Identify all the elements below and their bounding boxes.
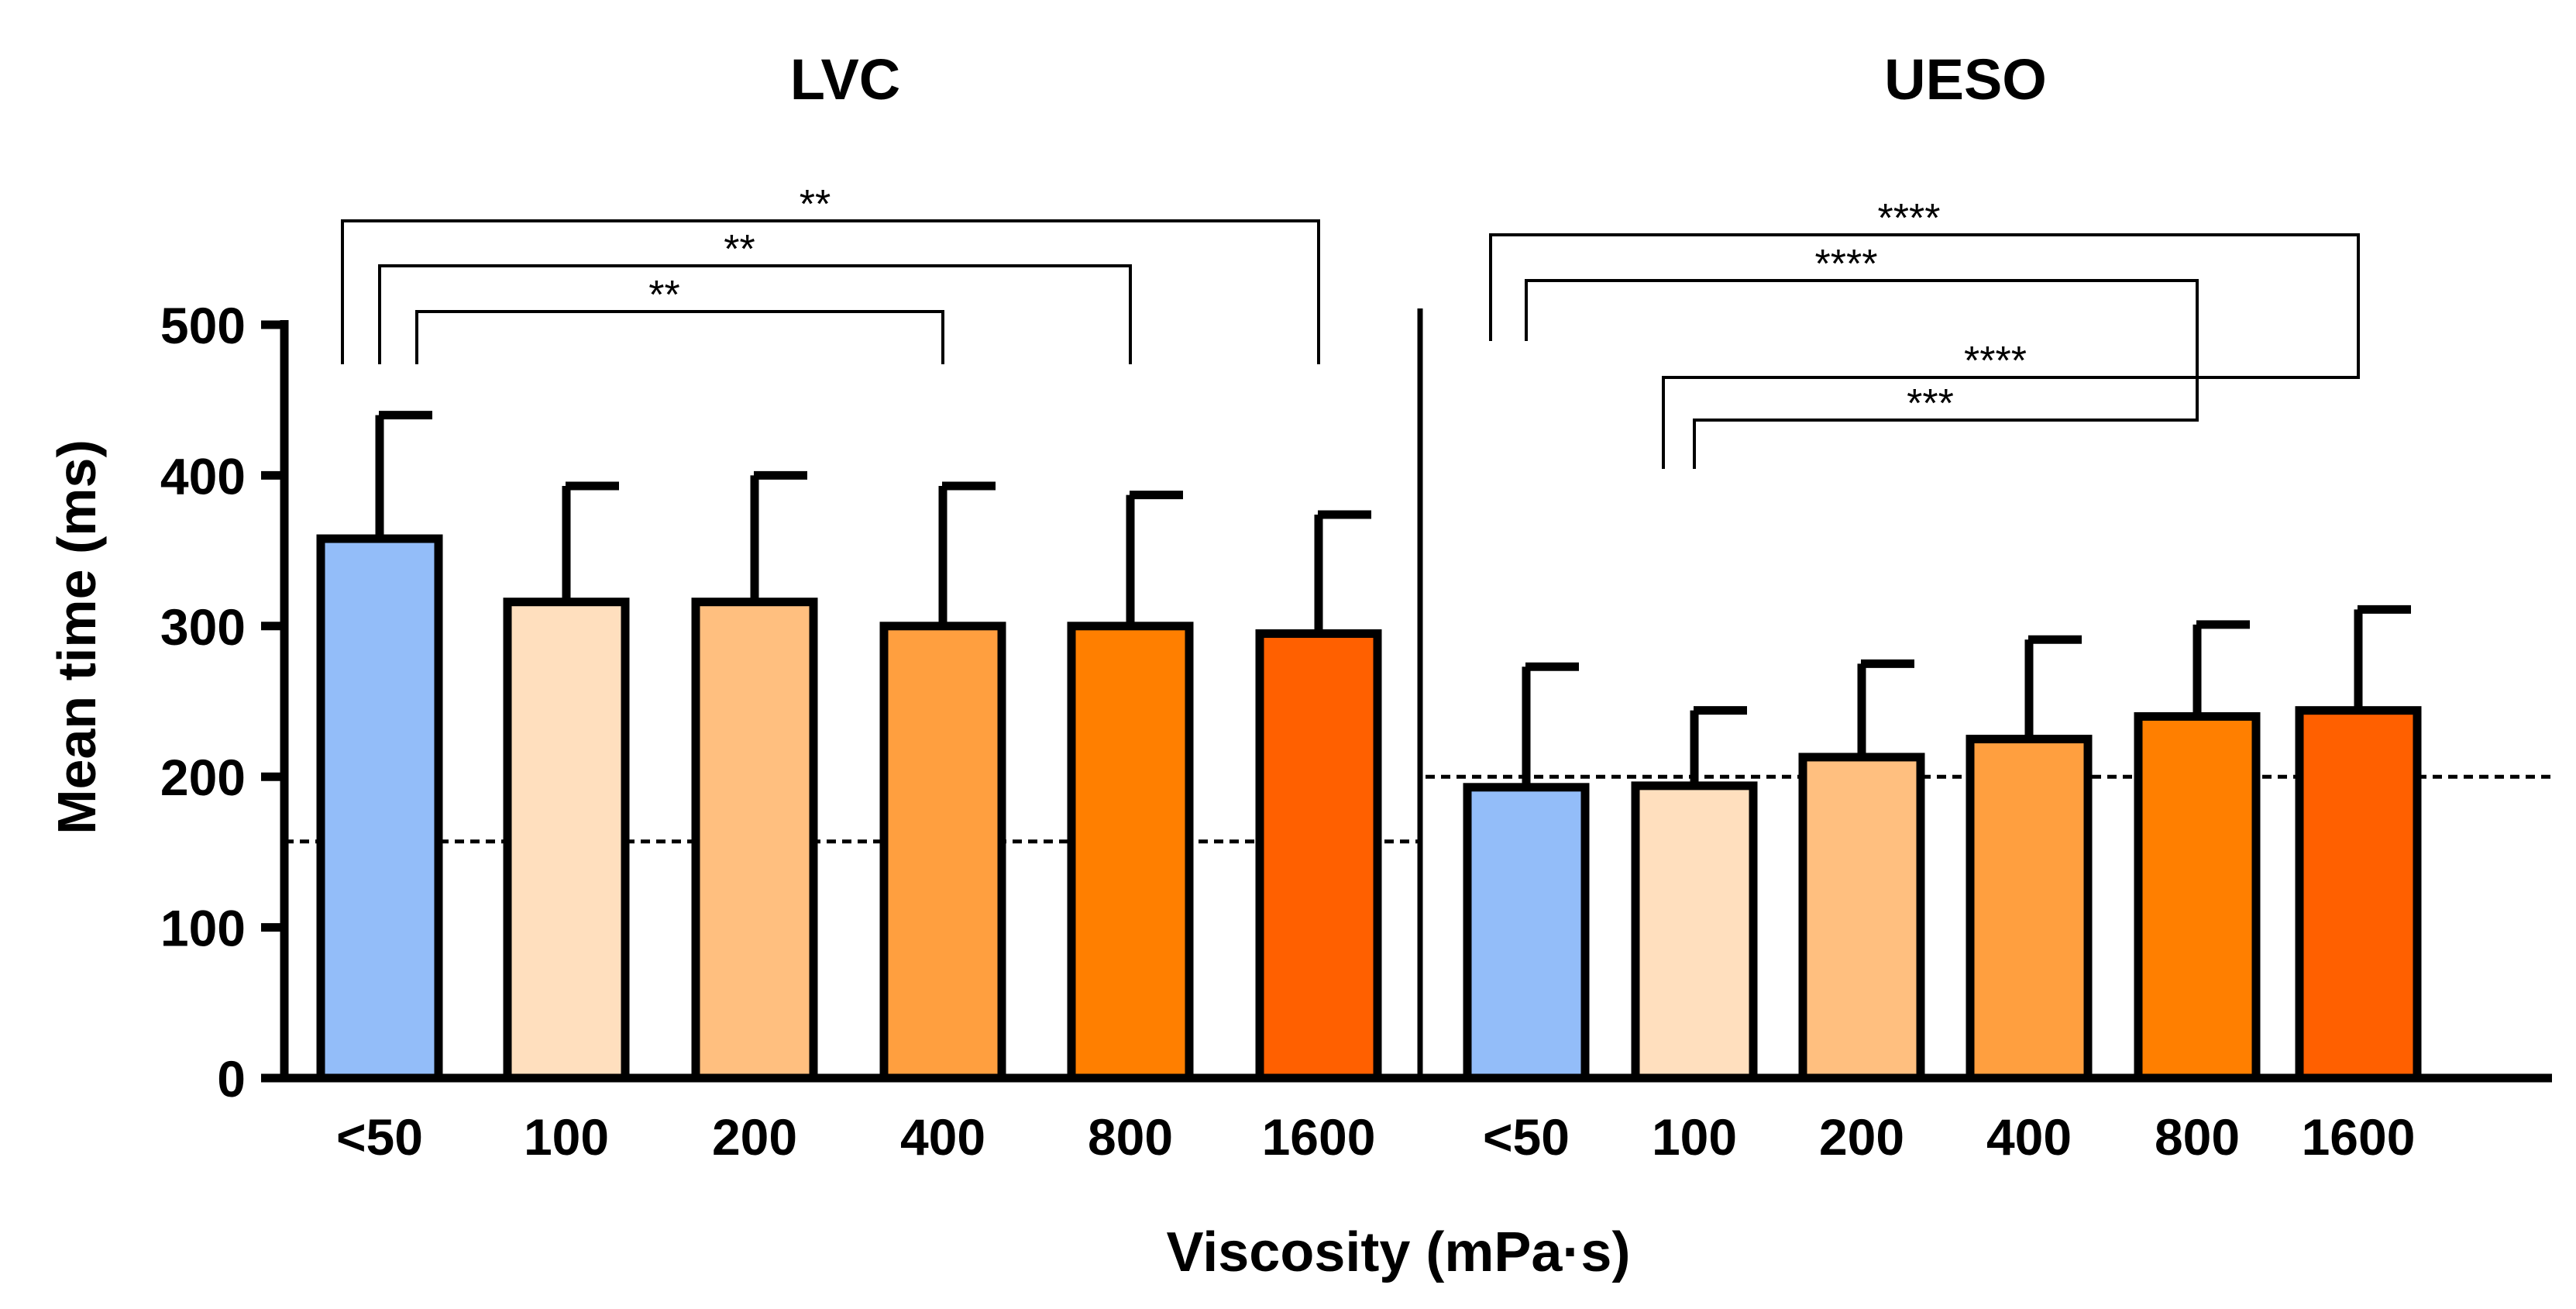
significance-label: **** [1964, 339, 2027, 384]
y-tick-label: 200 [160, 749, 246, 806]
x-tick-label: 200 [1819, 1108, 1904, 1166]
x-tick-label: 1600 [2302, 1108, 2416, 1166]
significance-bracket [378, 264, 1132, 364]
significance-label: **** [1878, 196, 1941, 241]
bar [316, 534, 443, 1083]
x-tick-label: 1600 [1262, 1108, 1376, 1166]
x-tick-label: <50 [336, 1108, 423, 1166]
bar [503, 598, 630, 1083]
significance-label: ** [724, 227, 755, 272]
x-tick-label: <50 [1483, 1108, 1570, 1166]
significance-bracket [1489, 233, 2360, 341]
x-tick-label: 100 [1652, 1108, 1737, 1166]
significance-label: *** [1907, 381, 1954, 426]
x-tick-label: 100 [524, 1108, 609, 1166]
panel-title-ueso: UESO [1884, 47, 2047, 112]
x-tick-label: 400 [1986, 1108, 2072, 1166]
bar [1463, 783, 1590, 1083]
significance-label: ** [648, 273, 679, 318]
significance-bracket [1525, 279, 2199, 341]
bar [1255, 629, 1382, 1083]
y-axis-label: Mean time (ms) [46, 439, 107, 835]
y-tick-label: 100 [160, 900, 246, 957]
bar [691, 598, 818, 1083]
bar [1798, 753, 1925, 1083]
significance-label: **** [1815, 242, 1878, 287]
y-tick-label: 300 [160, 598, 246, 656]
x-tick-label: 400 [900, 1108, 985, 1166]
significance-label: ** [800, 182, 831, 227]
x-axis-label: Viscosity (mPa·s) [1167, 1221, 1631, 1283]
bar [2295, 706, 2422, 1083]
y-tick-label: 0 [217, 1050, 246, 1107]
x-tick-label: 800 [1088, 1108, 1173, 1166]
x-tick-label: 200 [712, 1108, 797, 1166]
bar [2134, 711, 2261, 1083]
x-tick-label: 800 [2155, 1108, 2240, 1166]
significance-bracket [1693, 341, 2199, 469]
significance-bracket [415, 310, 944, 364]
y-tick-label: 500 [160, 297, 246, 354]
bar [1631, 781, 1758, 1083]
bar [1067, 622, 1194, 1083]
significance-bracket [341, 219, 1320, 364]
bar [1966, 735, 2093, 1083]
bar [879, 622, 1006, 1083]
panel-title-lvc: LVC [790, 47, 901, 112]
y-tick-label: 400 [160, 447, 246, 505]
significance-bracket [1662, 341, 2360, 469]
